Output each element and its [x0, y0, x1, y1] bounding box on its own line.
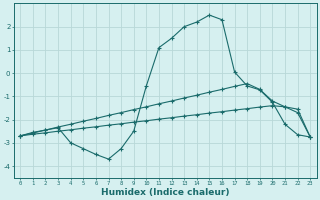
X-axis label: Humidex (Indice chaleur): Humidex (Indice chaleur) [101, 188, 229, 197]
